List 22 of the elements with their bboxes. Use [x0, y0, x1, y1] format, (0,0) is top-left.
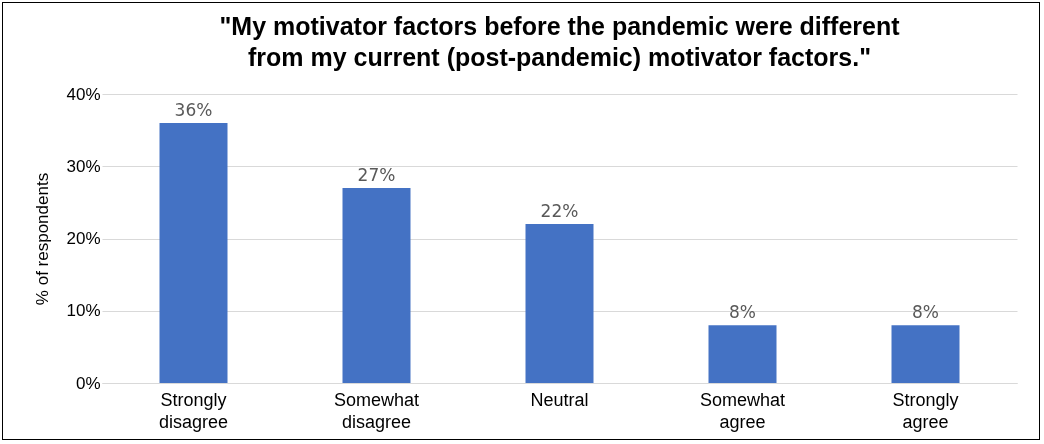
bar: [891, 325, 960, 383]
x-tick-label: Neutral: [530, 389, 589, 410]
y-axis-title: % of respondents: [33, 172, 53, 306]
y-tick-label: 20%: [66, 229, 101, 248]
bar: [159, 122, 228, 383]
data-label: 8%: [912, 302, 939, 323]
x-tick-label: Somewhat disagree: [333, 389, 420, 432]
bar: [525, 224, 594, 383]
data-label: 27%: [357, 164, 396, 185]
chart-title: "My motivator factors before the pandemic were different from my current (post-pandemic) motivator factors.": [219, 12, 901, 71]
data-label: 8%: [729, 302, 756, 323]
bar: [708, 325, 777, 383]
x-tick-label: Strongly agree: [892, 389, 959, 432]
y-tick-label: 40%: [66, 84, 101, 104]
y-tick-label: 0%: [75, 373, 101, 393]
x-tick-label: Strongly disagree: [158, 389, 229, 432]
bar: [342, 187, 411, 383]
data-label: 36%: [174, 99, 213, 120]
x-tick-label: Somewhat agree: [699, 389, 786, 432]
y-tick-label: 30%: [66, 156, 101, 176]
y-tick-label: 10%: [66, 301, 101, 321]
data-label: 22%: [540, 201, 579, 222]
